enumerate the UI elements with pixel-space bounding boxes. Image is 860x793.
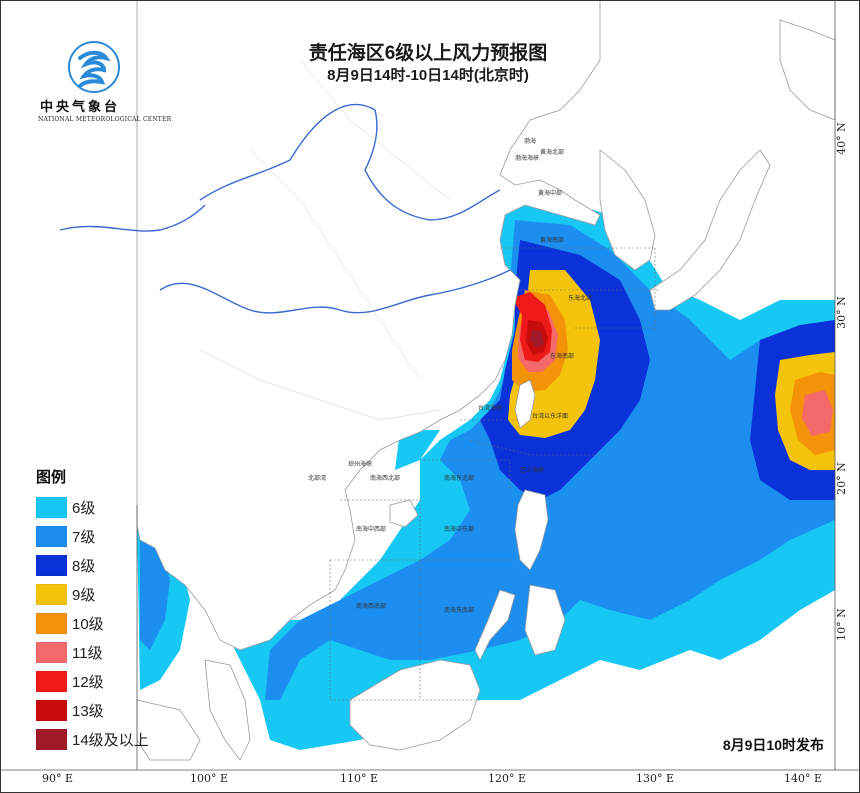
legend-title: 图例 xyxy=(36,469,67,486)
nmc-emblem-icon xyxy=(68,41,120,93)
sea-label-scs-central-west: 南海中西部 xyxy=(356,525,386,533)
issue-time: 8月9日10时发布 xyxy=(722,737,824,753)
land-masses xyxy=(136,0,836,761)
legend-swatch xyxy=(36,729,67,750)
legend-item: 7级 xyxy=(36,522,149,551)
map-subtitle: 8月9日14时-10日14时(北京时) xyxy=(327,67,529,84)
map-title: 责任海区6级以上风力预报图 xyxy=(308,43,548,64)
sea-area-labels: 渤海 渤海海峡 黄海北部 黄海中部 黄海南部 东海北部 东海南部 台湾海峡 台湾… xyxy=(308,137,592,614)
legend-swatch xyxy=(36,642,67,663)
legend-label: 9级 xyxy=(72,587,96,604)
lon-tick-140: 140° E xyxy=(784,772,823,785)
sea-label-scs-northwest: 南海西北部 xyxy=(370,474,400,482)
sea-label-east-of-taiwan: 台湾以东洋面 xyxy=(532,412,568,420)
legend-item: 14级及以上 xyxy=(36,725,149,754)
lon-tick-120: 120° E xyxy=(488,772,527,785)
wind-area-level-14 xyxy=(530,330,544,348)
lon-tick-110: 110° E xyxy=(340,772,379,785)
legend-swatch xyxy=(36,497,67,518)
legend-item: 6级 xyxy=(36,493,149,522)
legend-label: 13级 xyxy=(72,703,104,720)
rivers xyxy=(59,103,511,314)
legend-label: 7级 xyxy=(72,529,96,546)
legend-item: 9级 xyxy=(36,580,149,609)
legend-item: 11级 xyxy=(36,638,149,667)
legend-item: 8级 xyxy=(36,551,149,580)
sea-label-taiwan-strait: 台湾海峡 xyxy=(478,404,502,412)
legend-item: 10级 xyxy=(36,609,149,638)
lon-tick-130: 130° E xyxy=(636,772,675,785)
legend-label: 8级 xyxy=(72,558,96,575)
legend: 图例 6级 7级 8级 9级 10级 11级 12级 13级 14级及以上 xyxy=(36,466,149,754)
logo-name-en: NATIONAL METEOROLOGICAL CENTER xyxy=(38,116,172,123)
legend-label: 11级 xyxy=(72,645,103,662)
sea-label-scs-central-east: 南海中东部 xyxy=(444,525,474,533)
sea-label-scs-southwest: 南海西南部 xyxy=(356,602,386,610)
sea-label-east-china-sea-north: 东海北部 xyxy=(568,294,592,302)
legend-swatch xyxy=(36,671,67,692)
legend-item: 12级 xyxy=(36,667,149,696)
sea-label-qiongzhou-strait: 琼州海峡 xyxy=(348,460,372,468)
sea-label-bohai-strait: 渤海海峡 xyxy=(515,154,539,162)
legend-swatch xyxy=(36,526,67,547)
sea-label-yellow-sea-north: 黄海北部 xyxy=(540,148,564,156)
sea-label-bohai: 渤海 xyxy=(524,137,536,145)
legend-item: 13级 xyxy=(36,696,149,725)
sea-label-east-china-sea-south: 东海南部 xyxy=(550,352,574,360)
lat-tick-10: 10° N xyxy=(835,608,849,641)
sea-label-beibu-gulf: 北部湾 xyxy=(308,474,326,482)
lat-tick-30: 30° N xyxy=(835,296,849,329)
lat-tick-20: 20° N xyxy=(835,462,849,495)
sea-label-scs-northeast: 南海东北部 xyxy=(444,474,474,482)
lat-tick-40: 40° N xyxy=(835,122,849,155)
legend-label: 10级 xyxy=(72,616,104,633)
legend-items: 6级 7级 8级 9级 10级 11级 12级 13级 14级及以上 xyxy=(36,493,149,754)
lon-tick-100: 100° E xyxy=(190,772,229,785)
legend-swatch xyxy=(36,613,67,634)
legend-label: 14级及以上 xyxy=(72,732,149,749)
legend-label: 6级 xyxy=(72,500,96,517)
sea-label-bashi-channel: 巴士海峡 xyxy=(520,466,544,474)
legend-swatch xyxy=(36,584,67,605)
logo-name-cn: 中央气象台 xyxy=(40,99,121,114)
legend-label: 12级 xyxy=(72,674,104,691)
lon-tick-90: 90° E xyxy=(42,772,74,785)
province-boundaries xyxy=(199,59,451,421)
sea-label-yellow-sea-south: 黄海南部 xyxy=(540,236,564,244)
sea-label-scs-southeast: 南海东南部 xyxy=(444,606,474,614)
legend-swatch xyxy=(36,555,67,576)
legend-swatch xyxy=(36,700,67,721)
sea-label-yellow-sea-central: 黄海中部 xyxy=(538,189,562,197)
sea-area-boundaries xyxy=(329,247,660,701)
